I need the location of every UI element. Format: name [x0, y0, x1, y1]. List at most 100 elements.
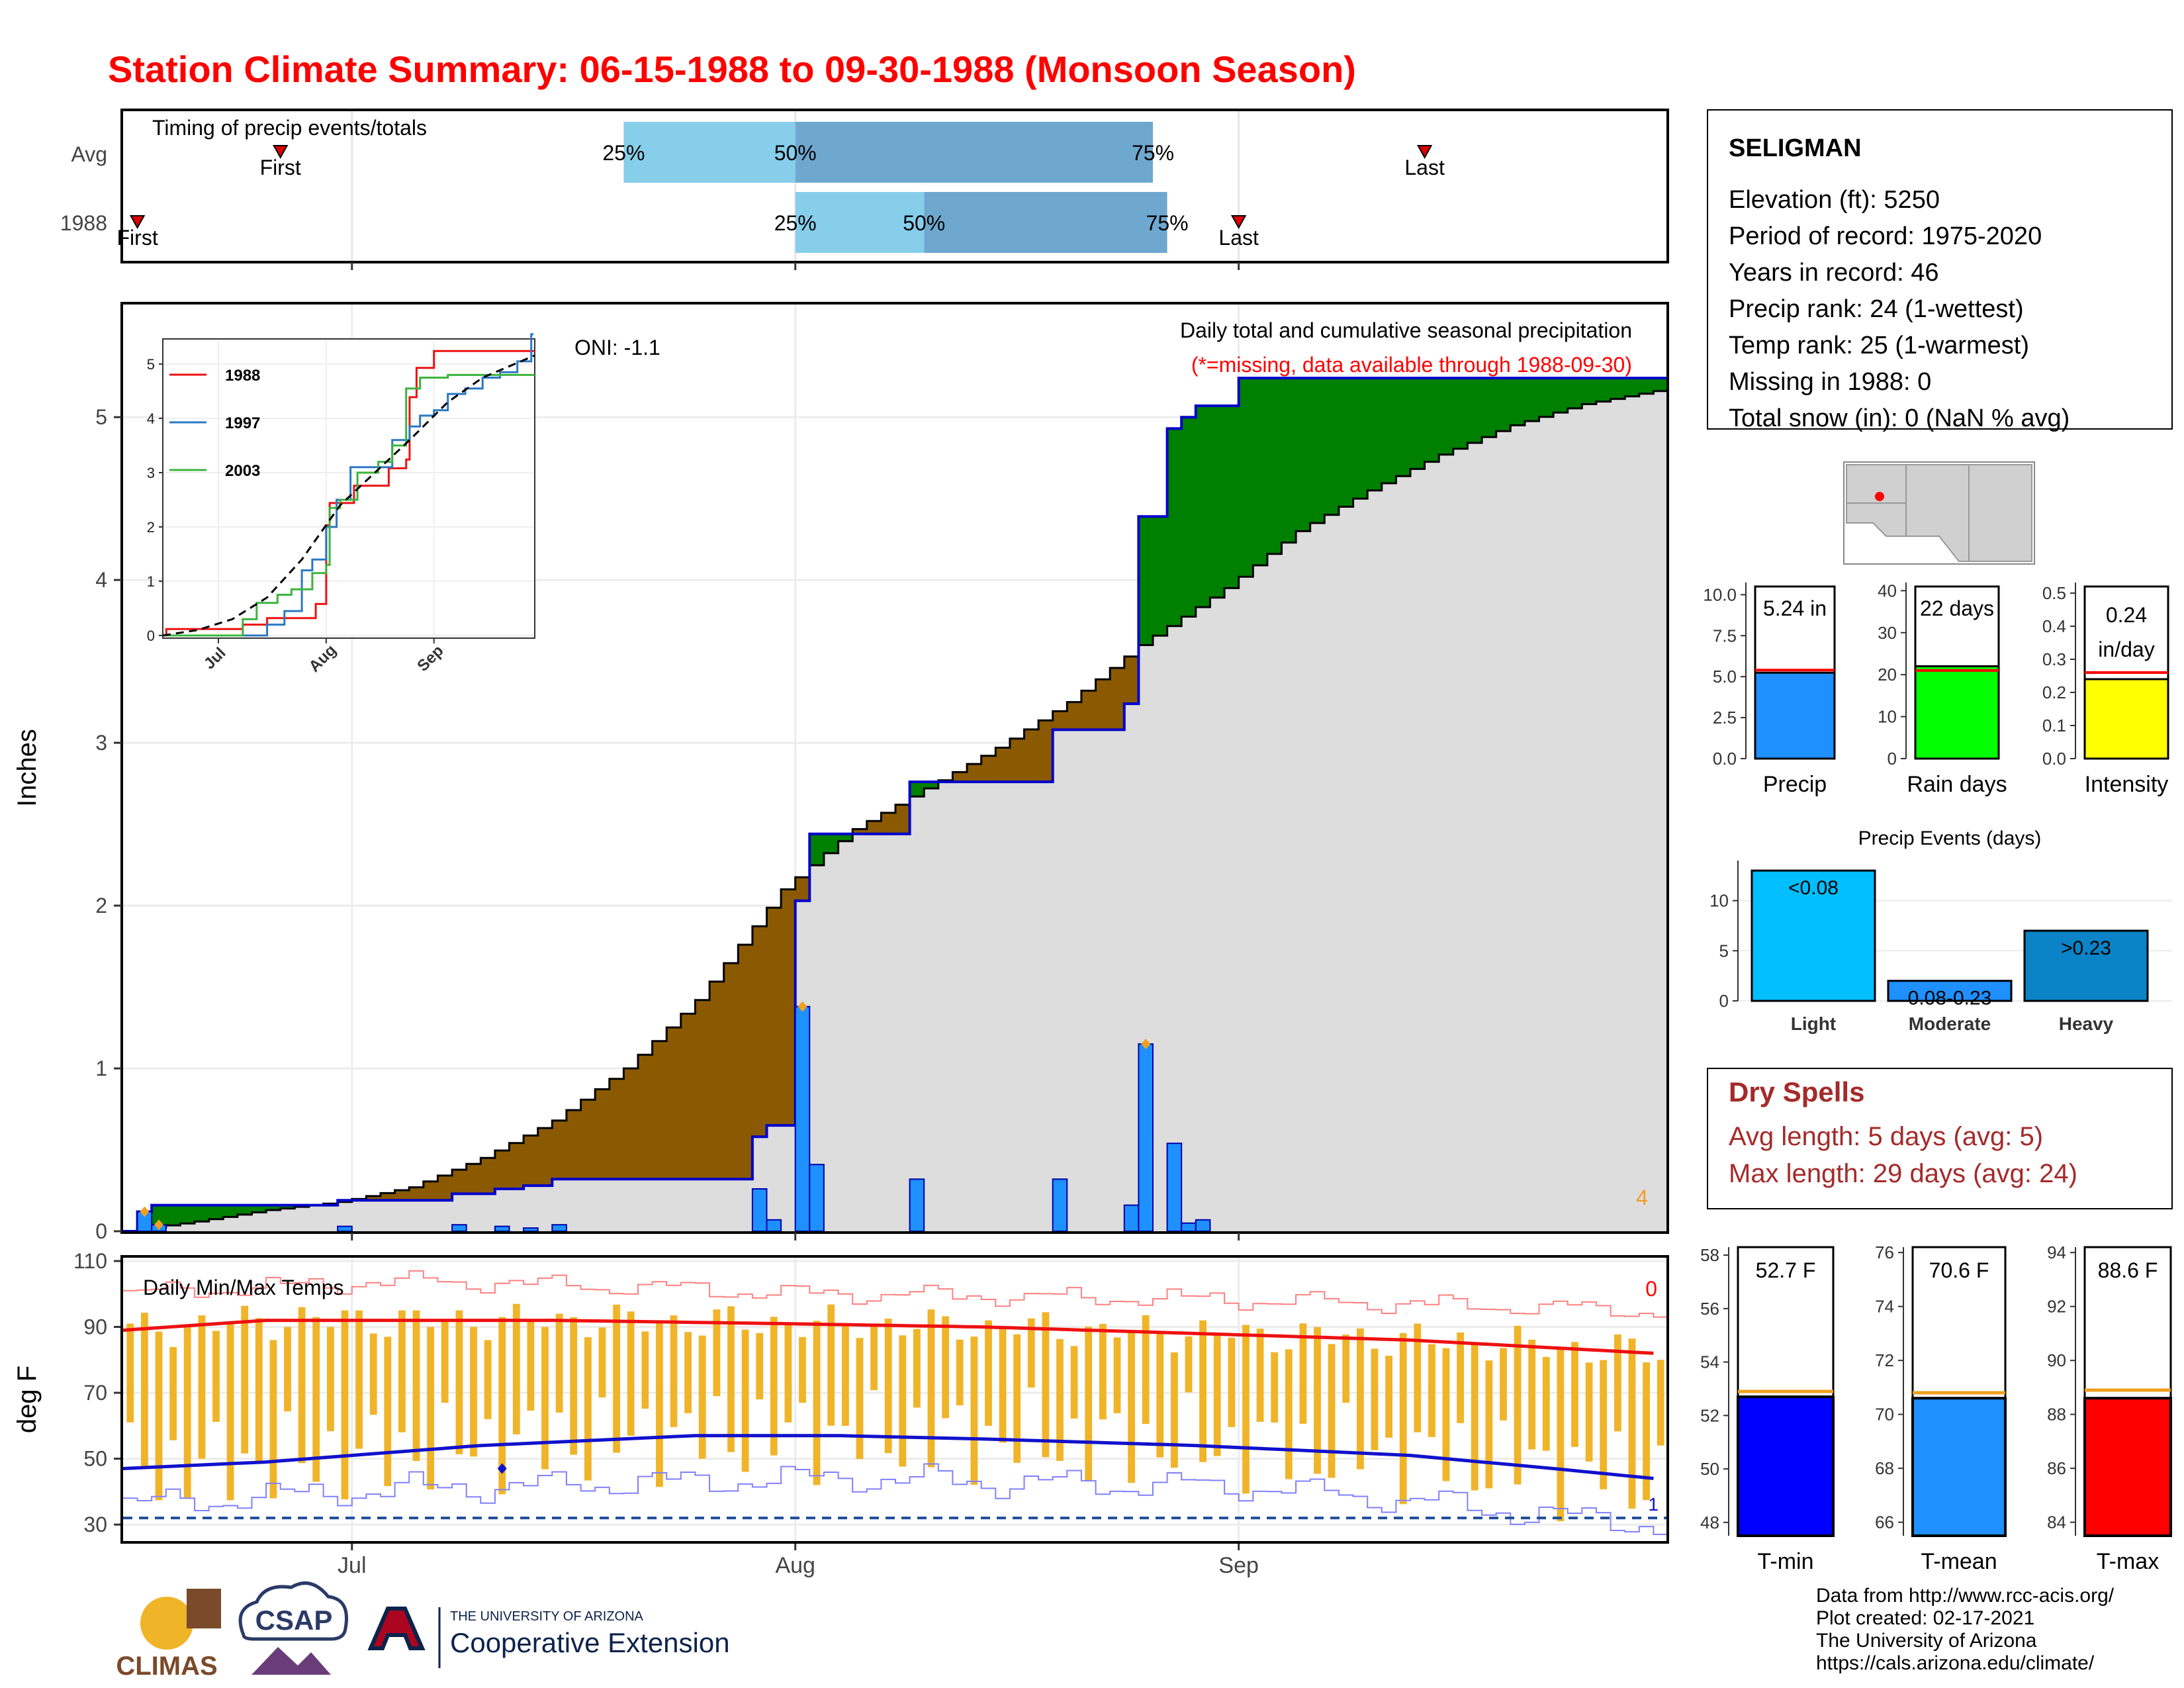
below-average-segment: [394, 1190, 410, 1201]
precip-y-tick-label: 2: [95, 894, 107, 917]
daily-temp-bar: [1557, 1348, 1565, 1522]
above-average-segment: [237, 1205, 253, 1215]
daily-temp-bar: [527, 1320, 535, 1411]
daily-temp-bar: [1371, 1348, 1379, 1450]
daily-temp-bar: [784, 1323, 792, 1423]
below-average-segment: [666, 1027, 682, 1180]
temp-summary-y-tick-label: 66: [1875, 1513, 1894, 1532]
temp-summary-y-tick-label: 58: [1700, 1245, 1719, 1265]
daily-temp-bar: [1314, 1327, 1321, 1474]
above-average-segment: [1267, 378, 1283, 554]
above-average-segment: [909, 782, 925, 797]
daily-temp-bar: [1357, 1328, 1364, 1470]
daily-temp-bar: [570, 1317, 578, 1455]
daily-temp-bar: [713, 1309, 721, 1397]
temp-summary-y-tick-label: 72: [1875, 1350, 1894, 1370]
daily-temp-bar: [613, 1304, 620, 1453]
daily-temp-bar: [1027, 1318, 1035, 1388]
station-info-line: Precip rank: 24 (1-wettest): [1729, 295, 2024, 323]
above-average-segment: [1367, 378, 1383, 491]
above-average-segment: [1210, 406, 1225, 598]
ua-block-a-icon: [367, 1607, 426, 1650]
below-average-segment: [638, 1055, 653, 1180]
daily-temp-bar: [741, 1329, 749, 1472]
events-bar-label: 0.08-0.23: [1908, 988, 1992, 1009]
below-average-segment: [738, 945, 753, 1180]
inset-y-tick-label: 3: [147, 465, 155, 481]
daily-temp-bar: [126, 1323, 134, 1423]
below-average-segment: [1024, 729, 1039, 782]
daily-max-marker: [1141, 1039, 1151, 1050]
inset-y-tick-label: 2: [147, 519, 155, 536]
daily-precip-bar: [766, 1219, 782, 1233]
daily-temp-bar: [1056, 1338, 1064, 1461]
daily-temp-bar: [1342, 1335, 1350, 1403]
above-average-segment: [1453, 378, 1468, 449]
station-info-line: Elevation (ft): 5250: [1729, 186, 1940, 214]
precip-frame: [120, 302, 1669, 1234]
temp-summary-y-tick-label: 52: [1700, 1405, 1719, 1425]
daily-temp-bar: [1185, 1336, 1193, 1393]
temp-x-tick-label: Aug: [775, 1553, 815, 1578]
daily-precip-bar: [1166, 1143, 1183, 1232]
summary-category-label: Precip: [1763, 772, 1827, 797]
daily-temp-bar: [284, 1327, 291, 1412]
above-average-segment: [1296, 378, 1311, 532]
daily-precip-bar: [809, 1164, 825, 1232]
timing-last-marker: [1230, 215, 1247, 230]
average-cumulative-line: [123, 390, 1668, 1233]
temp-summary-y-tick-label: 50: [1700, 1459, 1719, 1479]
summary-y-tick-label: 0.4: [2042, 616, 2066, 636]
daily-temp-bar: [1657, 1360, 1664, 1446]
daily-temp-bar: [1614, 1334, 1621, 1432]
temp-summary-y-tick-label: 94: [2047, 1243, 2066, 1262]
below-average-segment: [366, 1196, 381, 1201]
station-info-line: Total snow (in): 0 (NaN % avg): [1729, 404, 2070, 432]
below-average-segment: [381, 1193, 396, 1201]
dry-spells-max: Max length: 29 days (avg: 24): [1729, 1159, 2077, 1188]
tmax-record-line: [123, 1270, 1668, 1318]
timing-quantile-label: 50%: [903, 211, 945, 235]
below-average-segment: [452, 1170, 467, 1194]
events-category-label: Light: [1791, 1013, 1836, 1034]
daily-temp-bar: [1013, 1334, 1021, 1463]
timing-q25-q50-bar: [623, 122, 796, 183]
daily-temp-bar: [269, 1340, 277, 1499]
daily-temp-bar: [1500, 1348, 1507, 1421]
daily-precip-bar: [1181, 1222, 1197, 1232]
below-average-segment: [580, 1100, 596, 1180]
daily-temp-bar: [1128, 1331, 1135, 1483]
above-average-segment: [1424, 378, 1439, 462]
below-average-segment: [509, 1143, 524, 1190]
above-average-segment: [1467, 378, 1482, 443]
below-average-segment: [981, 755, 996, 782]
daily-temp-bar: [427, 1327, 434, 1489]
summary-y-tick-label: 20: [1878, 665, 1897, 684]
inset-legend-label: 1997: [225, 414, 260, 432]
events-bar-0: [1751, 869, 1876, 1002]
daily-temp-bar: [1485, 1360, 1493, 1489]
above-average-segment: [223, 1205, 238, 1217]
daily-temp-bar: [255, 1318, 263, 1463]
below-average-segment: [1081, 690, 1097, 730]
temp-y-tick-label: 30: [83, 1513, 107, 1536]
dry-spells-frame: [1707, 1068, 2173, 1209]
daily-temp-bar: [1585, 1362, 1593, 1462]
temperature-summary-bars: 48 50 52 54 56 58 52.7 F T-min 66 68 70 72 74 76 70.6 …: [1700, 1243, 2172, 1574]
daily-temp-bar: [1256, 1329, 1264, 1422]
timing-quantile-label: 75%: [1146, 211, 1189, 235]
summary-y-tick-label: 10.0: [1703, 585, 1737, 604]
above-average-segment: [1567, 378, 1582, 408]
below-average-segment: [967, 764, 982, 782]
above-average-segment: [1653, 378, 1668, 391]
above-average-segment: [1167, 428, 1182, 626]
daily-temp-bar: [1085, 1327, 1093, 1482]
daily-temp-bar: [312, 1317, 320, 1482]
temp-summary-y-tick-label: 74: [1875, 1297, 1894, 1317]
below-average-segment: [437, 1175, 453, 1201]
timing-last-label: Last: [1404, 156, 1445, 179]
timing-last-marker: [1416, 145, 1433, 160]
daily-temp-bar: [355, 1310, 363, 1449]
below-average-segment: [409, 1187, 424, 1201]
credit-line: The University of Arizona: [1816, 1630, 2037, 1652]
